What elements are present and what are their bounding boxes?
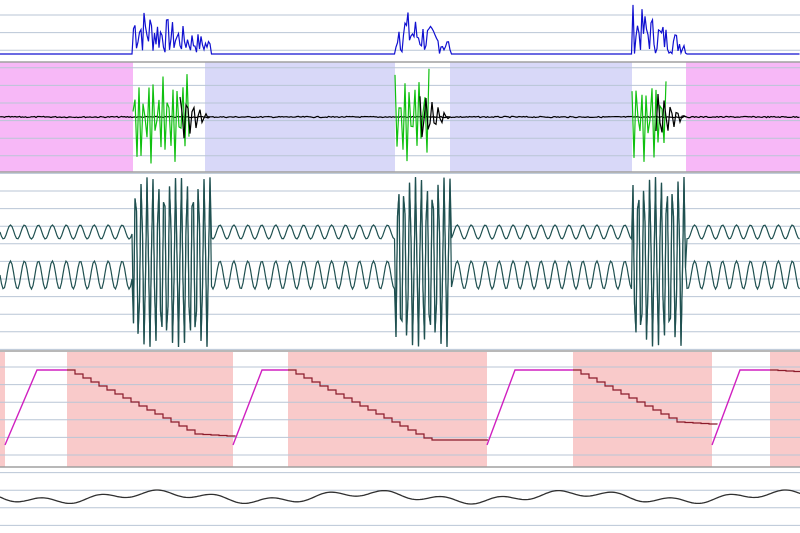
saw-fall (288, 369, 488, 441)
resp-trace (0, 176, 800, 348)
region (770, 352, 800, 467)
saw-fall (67, 369, 236, 437)
traces (0, 4, 800, 505)
saw-rise (4, 369, 67, 446)
burst-trace (419, 96, 451, 138)
saw-rise (486, 369, 573, 446)
top-trace (0, 4, 800, 56)
saw-fall (573, 369, 718, 425)
burst-trace (631, 81, 667, 162)
grid-lines (0, 14, 800, 526)
bottom-trace (0, 489, 800, 505)
burst-trace (179, 96, 211, 139)
region (573, 352, 712, 467)
panel-4-regions (0, 352, 800, 467)
burst-trace (655, 93, 687, 133)
region (288, 352, 487, 467)
saw-rise (711, 369, 770, 446)
saw-rise (232, 369, 288, 446)
saw-fall (770, 369, 800, 373)
burst-trace (394, 68, 430, 162)
burst-trace (132, 74, 190, 164)
region (0, 352, 5, 467)
